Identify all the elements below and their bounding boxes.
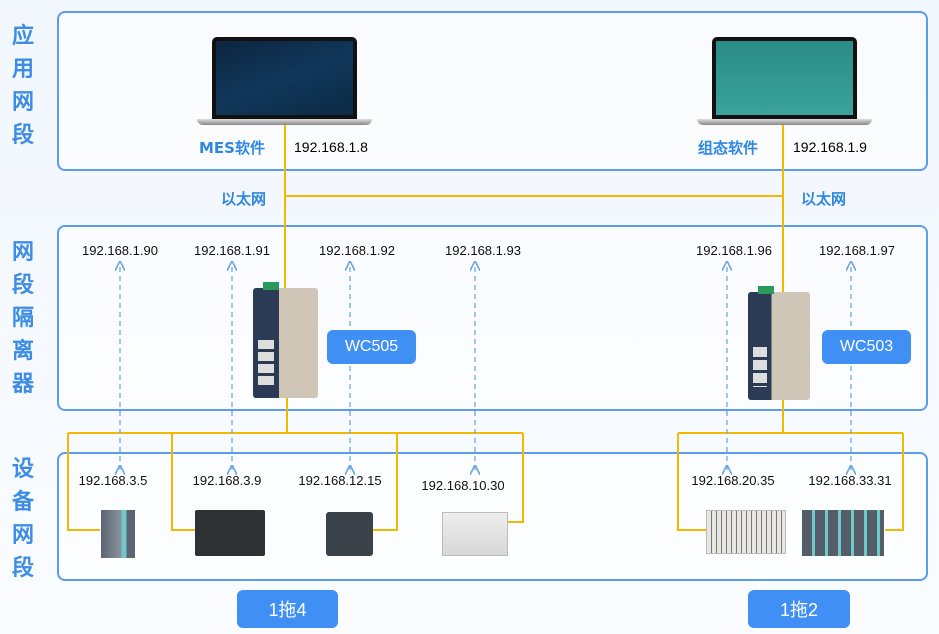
- device-ip: 192.168.20.35: [691, 473, 775, 488]
- gateway-ip: 192.168.1.92: [319, 243, 395, 258]
- gateway-ip: 192.168.1.91: [194, 243, 270, 258]
- plc-device-image: [706, 510, 786, 554]
- plc-device-image: [802, 510, 884, 556]
- mes-software-label: MES软件: [199, 139, 265, 157]
- ethernet-label-left: 以太网: [221, 190, 267, 208]
- badge-1-to-2: 1拖2: [748, 590, 850, 628]
- gateway-ip: 192.168.1.93: [445, 243, 521, 258]
- ethernet-label-right: 以太网: [801, 190, 847, 208]
- mes-ip: 192.168.1.8: [294, 139, 368, 155]
- bus-left: [67, 398, 524, 531]
- device-ip: 192.168.33.31: [808, 473, 892, 488]
- gateway-ip: 192.168.1.90: [82, 243, 158, 258]
- scada-laptop-image: [697, 37, 872, 127]
- scada-ip: 192.168.1.9: [793, 139, 867, 155]
- wc505-device-image: [253, 282, 318, 398]
- gateway-ip: 192.168.1.96: [696, 243, 772, 258]
- gateway-ip: 192.168.1.97: [819, 243, 895, 258]
- device-ip: 192.168.3.5: [78, 473, 148, 488]
- device-segment-label: 设备网段: [11, 457, 34, 581]
- plc-device-image: [101, 510, 135, 558]
- device-ip: 192.168.3.9: [192, 473, 262, 488]
- plc-device-image: [195, 510, 265, 556]
- bus-right: [677, 400, 904, 531]
- device-ip: 192.168.12.15: [298, 473, 382, 488]
- app-segment-label: 应用网段: [11, 24, 34, 148]
- scada-software-label: 组态软件: [698, 139, 759, 157]
- ethernet-line: [284, 125, 784, 292]
- wc503-model-label: WC503: [822, 330, 911, 364]
- isolation-segment-label: 网段隔离器: [11, 240, 34, 397]
- mes-laptop-image: [197, 37, 372, 127]
- plc-device-image: [326, 512, 373, 556]
- wc503-device-image: [748, 286, 810, 400]
- badge-1-to-4: 1拖4: [237, 590, 338, 628]
- device-ip: 192.168.10.30: [421, 478, 505, 493]
- wc505-model-label: WC505: [327, 330, 416, 364]
- plc-device-image: [442, 512, 508, 556]
